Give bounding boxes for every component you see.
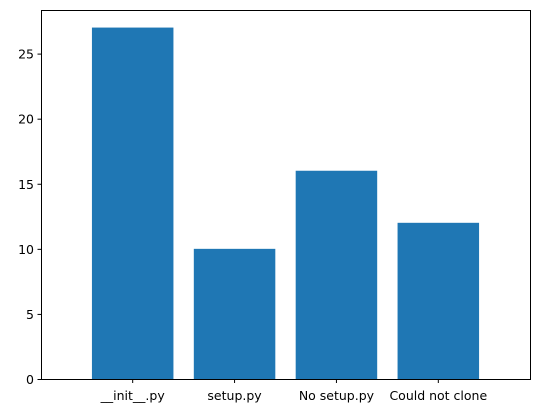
bar xyxy=(397,222,480,379)
bar xyxy=(91,27,174,379)
y-tick-label: 20 xyxy=(18,112,34,127)
y-tick-label: 15 xyxy=(18,177,34,192)
y-tick-label: 25 xyxy=(18,47,34,62)
x-tick-label: setup.py xyxy=(207,388,262,403)
y-tick-label: 10 xyxy=(18,242,34,257)
y-tick-label: 5 xyxy=(26,307,34,322)
bar xyxy=(193,248,276,379)
x-tick-label: __init__.py xyxy=(100,388,166,403)
x-axis: __init__.py setup.py No setup.py Could not … xyxy=(100,379,487,403)
bar xyxy=(295,170,378,379)
y-axis: 0 5 10 15 20 25 xyxy=(18,47,41,387)
x-tick-label: Could not clone xyxy=(389,388,487,403)
plot-frame xyxy=(41,10,531,380)
x-tick-label: No setup.py xyxy=(299,388,375,403)
bars-group xyxy=(91,27,480,379)
y-tick-label: 0 xyxy=(26,372,34,387)
